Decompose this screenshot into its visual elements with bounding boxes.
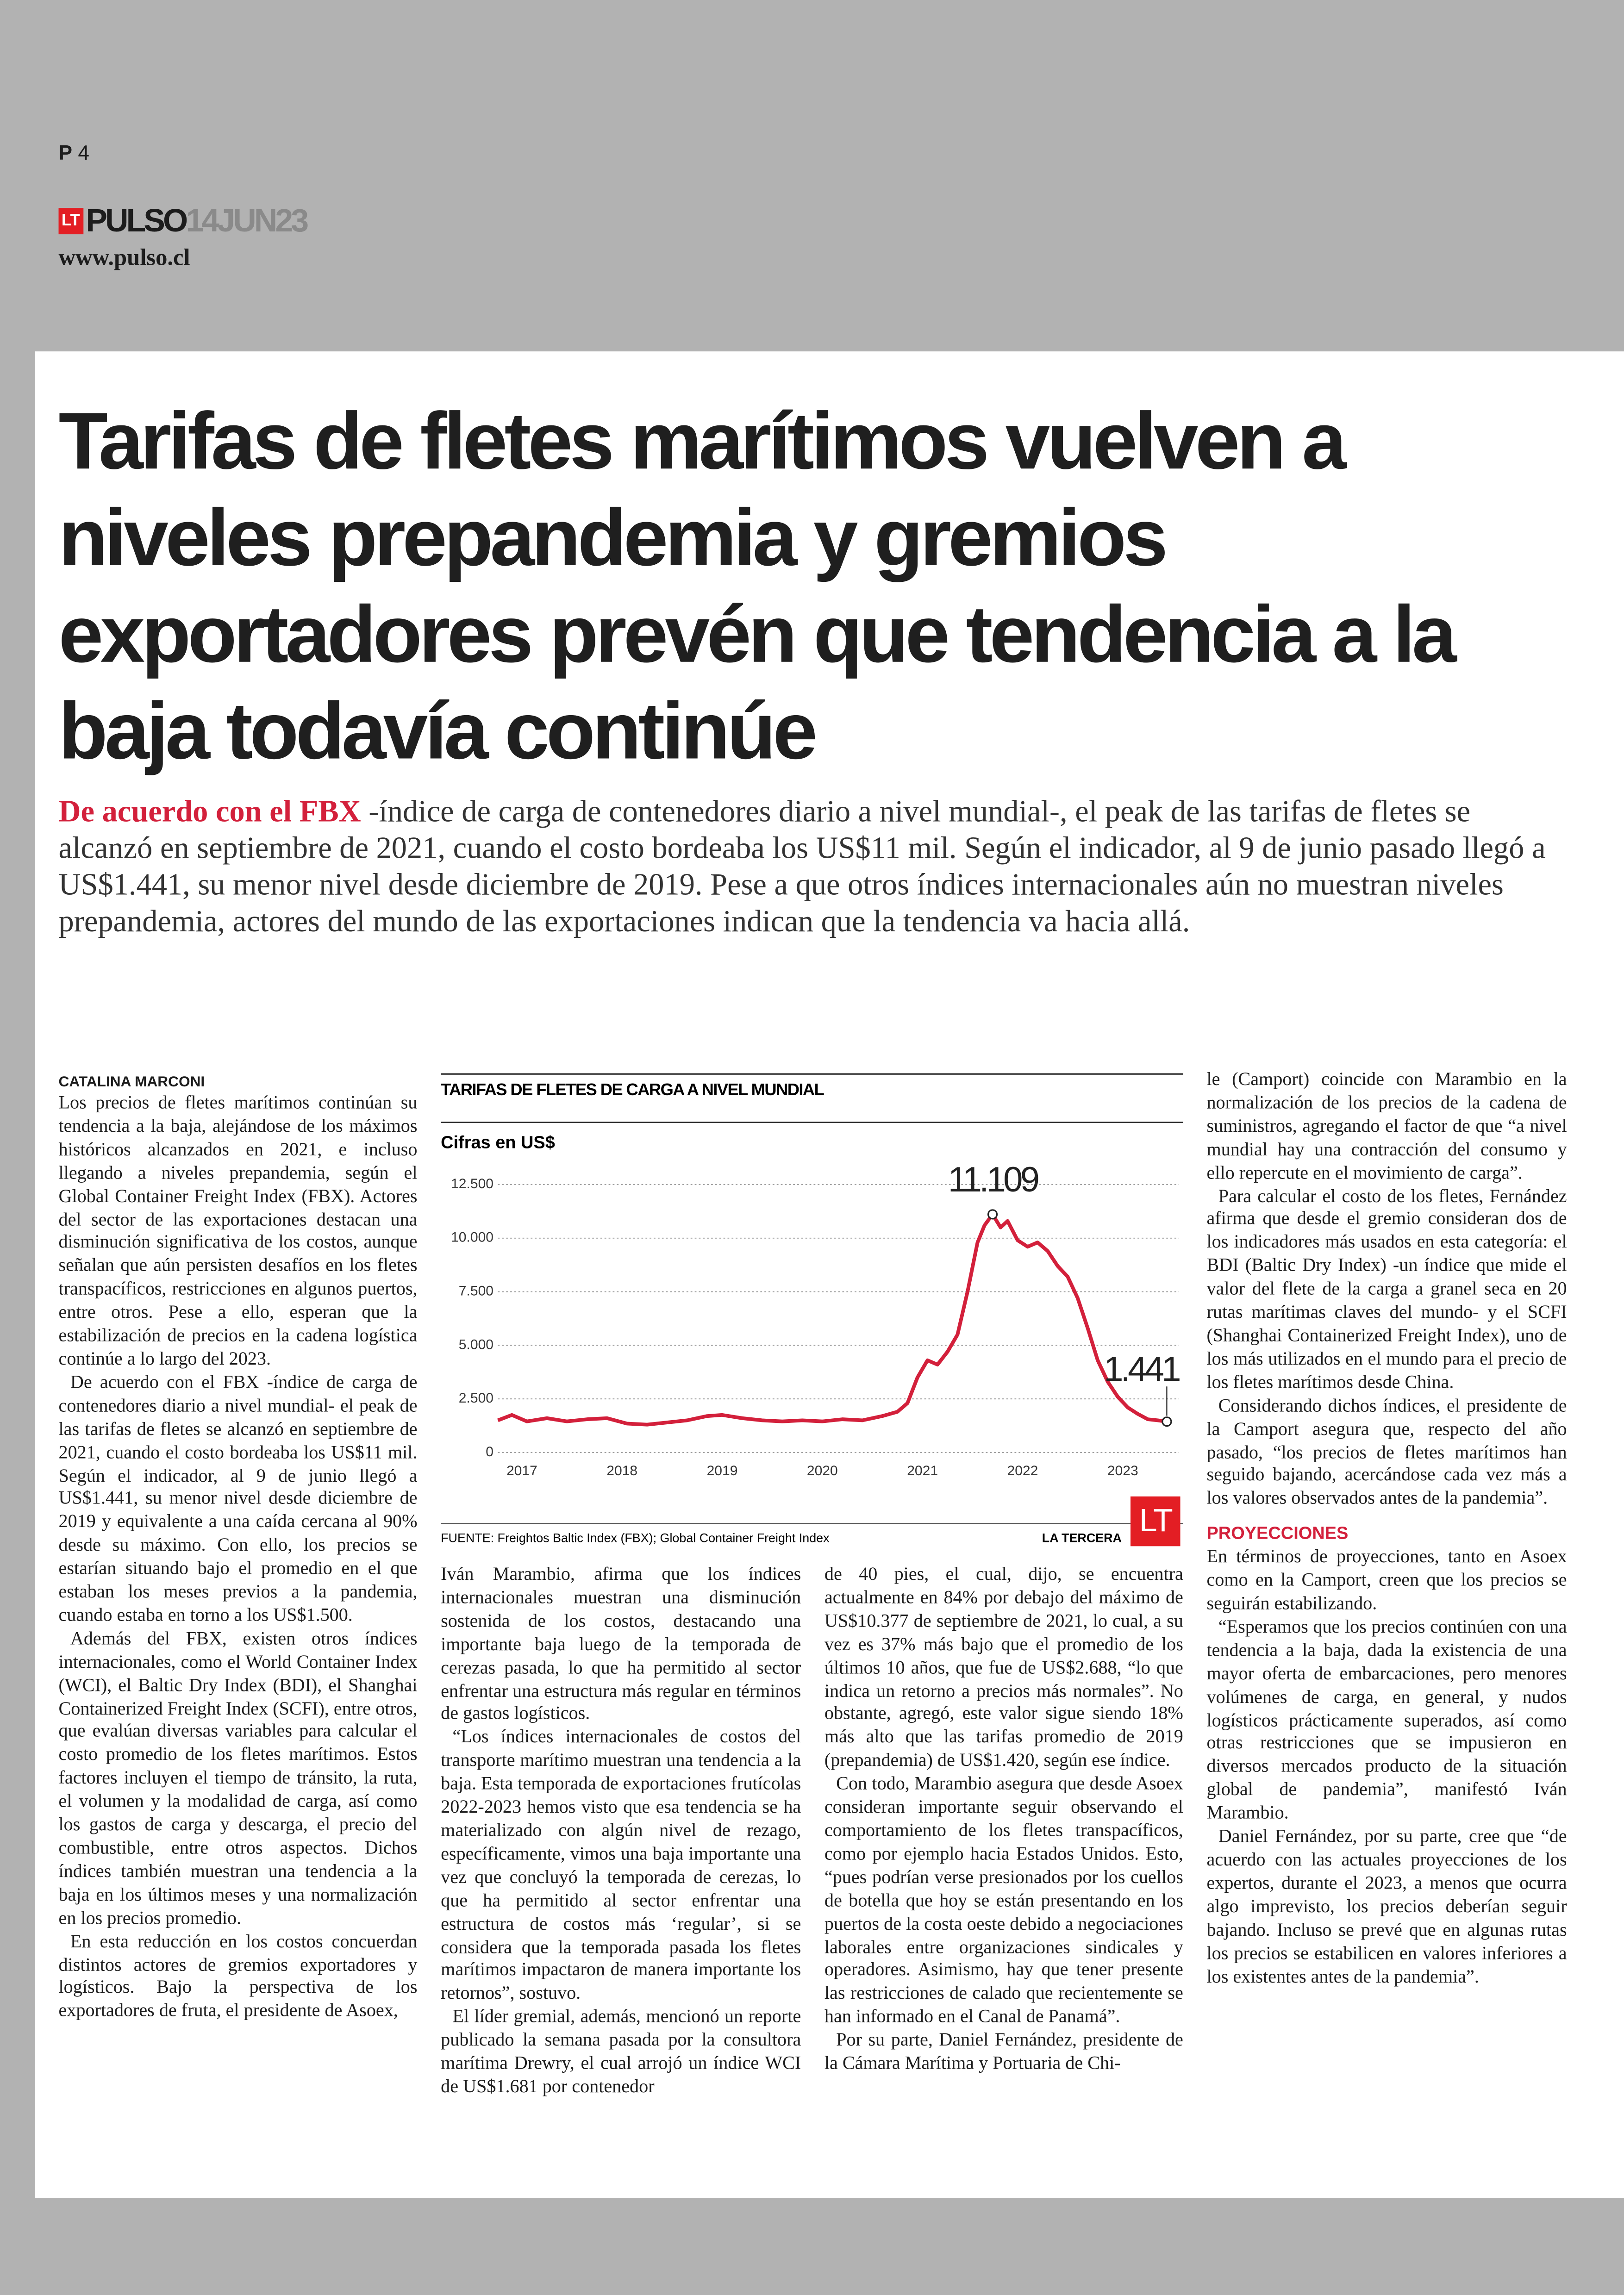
deck-text: -índice de carga de contenedores diario … (58, 793, 1546, 939)
paragraph: Para calcular el costo de los fletes, Fe… (1206, 1185, 1567, 1392)
chart-credit: LA TERCERA (1042, 1531, 1122, 1545)
article-panel (35, 351, 1624, 2198)
date: 14JUN23 (186, 202, 309, 239)
y-tick-label: 0 (486, 1444, 493, 1459)
x-tick-label: 2022 (1007, 1463, 1038, 1478)
y-tick-label: 10.000 (451, 1230, 493, 1245)
y-tick-label: 2.500 (459, 1391, 493, 1406)
annotation: 11.109 (948, 1160, 1038, 1199)
y-tick-label: 5.000 (459, 1337, 493, 1352)
number: 4 (78, 140, 90, 164)
column: le (Camport) coincide con Marambio en la… (1206, 1069, 1567, 2174)
chart: TARIFAS DE FLETES DE CARGA A NIVEL MUNDI… (441, 1073, 1183, 1547)
url: www.pulso.cl (58, 246, 190, 271)
x-tick-label: 2018 (606, 1463, 637, 1478)
column: Iván Marambio, afirma que los índices in… (441, 1564, 801, 2174)
annotation-marker (987, 1209, 998, 1220)
logo: LT (58, 208, 83, 235)
paragraph: El líder gremial, además, mencionó un re… (441, 2006, 801, 2097)
deck-lead: De acuerdo con el FBX (58, 793, 361, 829)
x-tick-label: 2020 (807, 1463, 838, 1478)
line (497, 1212, 1167, 1427)
brand: PULSO (86, 202, 188, 239)
column: CATALINA MARCONI Los precios de fletes ma… (59, 1073, 418, 2175)
y-tick-label: 7.500 (459, 1284, 493, 1299)
paragraph: le (Camport) coincide con Marambio en la… (1206, 1069, 1567, 1183)
subhead: PROYECCIONES (1206, 1523, 1349, 1544)
y-tick-label: 12.500 (451, 1176, 493, 1191)
paragraph: Además del FBX, existen otros índices in… (58, 1628, 418, 1928)
byline: CATALINA MARCONI (58, 1074, 205, 1091)
paragraph: Los precios de fletes marítimos continúa… (58, 1092, 418, 1369)
paragraph: En términos de proyecciones, tanto en As… (1206, 1547, 1567, 1614)
annotation-marker (1162, 1416, 1172, 1427)
chart-subtitle: Cifras en US$ (441, 1133, 555, 1152)
column: de 40 pies, el cual, dijo, se encuentra … (824, 1564, 1183, 2174)
masthead: LT PULSO 14JUN23 (58, 202, 309, 240)
paragraph: Por su parte, Daniel Fernández, presiden… (824, 2029, 1183, 2074)
deck: De acuerdo con el FBX -índice de carga d… (59, 793, 1567, 940)
x-tick-label: 2021 (907, 1463, 938, 1478)
x-tick-label: 2023 (1107, 1463, 1138, 1478)
paragraph: Con todo, Marambio asegura que desde Aso… (824, 1773, 1183, 2027)
section: P (58, 140, 73, 164)
paragraph: En esta reducción en los costos concuerd… (58, 1931, 418, 2021)
x-tick-label: 2019 (707, 1463, 738, 1478)
headline: Tarifas de fletes marítimos vuelven a ni… (58, 395, 1457, 776)
annotation: 1.441 (1104, 1350, 1180, 1389)
chart-source: FUENTE: Freightos Baltic Index (FBX); Gl… (441, 1531, 830, 1545)
paragraph: Iván Marambio, afirma que los índices in… (441, 1564, 801, 1724)
paragraph: De acuerdo con el FBX -índice de carga d… (58, 1372, 418, 1625)
paragraph: de 40 pies, el cual, dijo, se encuentra … (824, 1564, 1183, 1771)
chart-title: TARIFAS DE FLETES DE CARGA A NIVEL MUNDI… (441, 1080, 824, 1099)
x-tick-label: 2017 (506, 1463, 537, 1478)
page-number: P 4 (59, 141, 90, 164)
paragraph: “Esperamos que los precios continúen con… (1206, 1616, 1567, 1823)
paragraph: Considerando dichos índices, el presiden… (1206, 1395, 1567, 1509)
logo-box (1130, 1496, 1181, 1547)
paragraph: Daniel Fernández, por su parte, cree que… (1206, 1826, 1567, 1986)
paragraph: “Los índices internacionales de costos d… (441, 1727, 801, 2004)
chart-logo: LT (1139, 1502, 1172, 1538)
